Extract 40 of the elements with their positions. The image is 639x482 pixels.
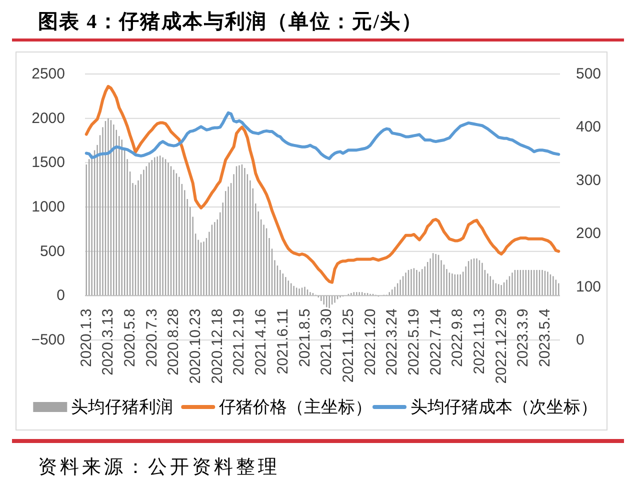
text: 资料来源：公开资料整理 (38, 457, 280, 478)
x-tick-label: 2022.12.29 (492, 308, 510, 384)
y2-tick-label: 200 (576, 225, 602, 242)
y2-tick-label: 500 (576, 66, 602, 82)
x-tick-label: 2021.4.16 (252, 308, 270, 376)
x-tick-label: 2020.1.3 (78, 308, 95, 368)
x-tick-label: 2020.12.18 (208, 308, 226, 384)
x-tick-label: 2022.11.3 (470, 308, 488, 374)
legend-label: 头均仔猪利润 (71, 398, 174, 416)
y2-tick-label: 400 (576, 118, 602, 136)
legend-label: 头均仔猪成本（次坐标） (410, 398, 590, 416)
y2-tick-label: 0 (576, 332, 584, 348)
x-tick-label: 2022.7.14 (427, 308, 444, 376)
x-tick-label: 2021.2.19 (230, 308, 248, 376)
x-tick-label: 2020.10.23 (187, 308, 204, 384)
y-tick-label: 1000 (32, 198, 65, 216)
x-tick-label: 2023.5.4 (536, 308, 554, 368)
y-tick-label: 0 (56, 287, 65, 304)
x-tick-label: 2021.11.25 (340, 308, 357, 383)
x-tick-label: 2022.5.19 (405, 308, 422, 376)
x-tick-label: 2020.5.8 (122, 308, 139, 368)
x-tick-label: 2022.9.8 (449, 308, 466, 368)
y-tick-label: 1500 (32, 154, 65, 172)
y2-tick-label: 300 (576, 172, 602, 189)
y-tick-label: 500 (40, 242, 65, 260)
x-tick-label: 2021.9.30 (318, 308, 336, 376)
x-tick-label: 2022.3.24 (384, 308, 401, 376)
y-tick-label: 2500 (32, 66, 65, 82)
chart-title: 图表 4：仔猪成本与利润（单位：元/头） (38, 10, 423, 33)
x-tick-label: 2021.8.5 (296, 308, 314, 368)
x-tick-label: 2020.7.3 (143, 308, 160, 368)
legend-label: 仔猪价格（主坐标） (219, 398, 364, 416)
y2-tick-label: 100 (576, 278, 602, 296)
x-tick-label: 2023.3.9 (514, 308, 532, 368)
x-tick-label: 2020.8.28 (165, 308, 182, 376)
x-tick-label: 2020.3.13 (100, 308, 117, 376)
y-tick-label: 2000 (32, 110, 65, 127)
x-tick-label: 2021.6.11 (274, 308, 292, 374)
y-tick-label: −500 (31, 332, 65, 348)
x-tick-label: 2022.1.20 (362, 308, 379, 376)
